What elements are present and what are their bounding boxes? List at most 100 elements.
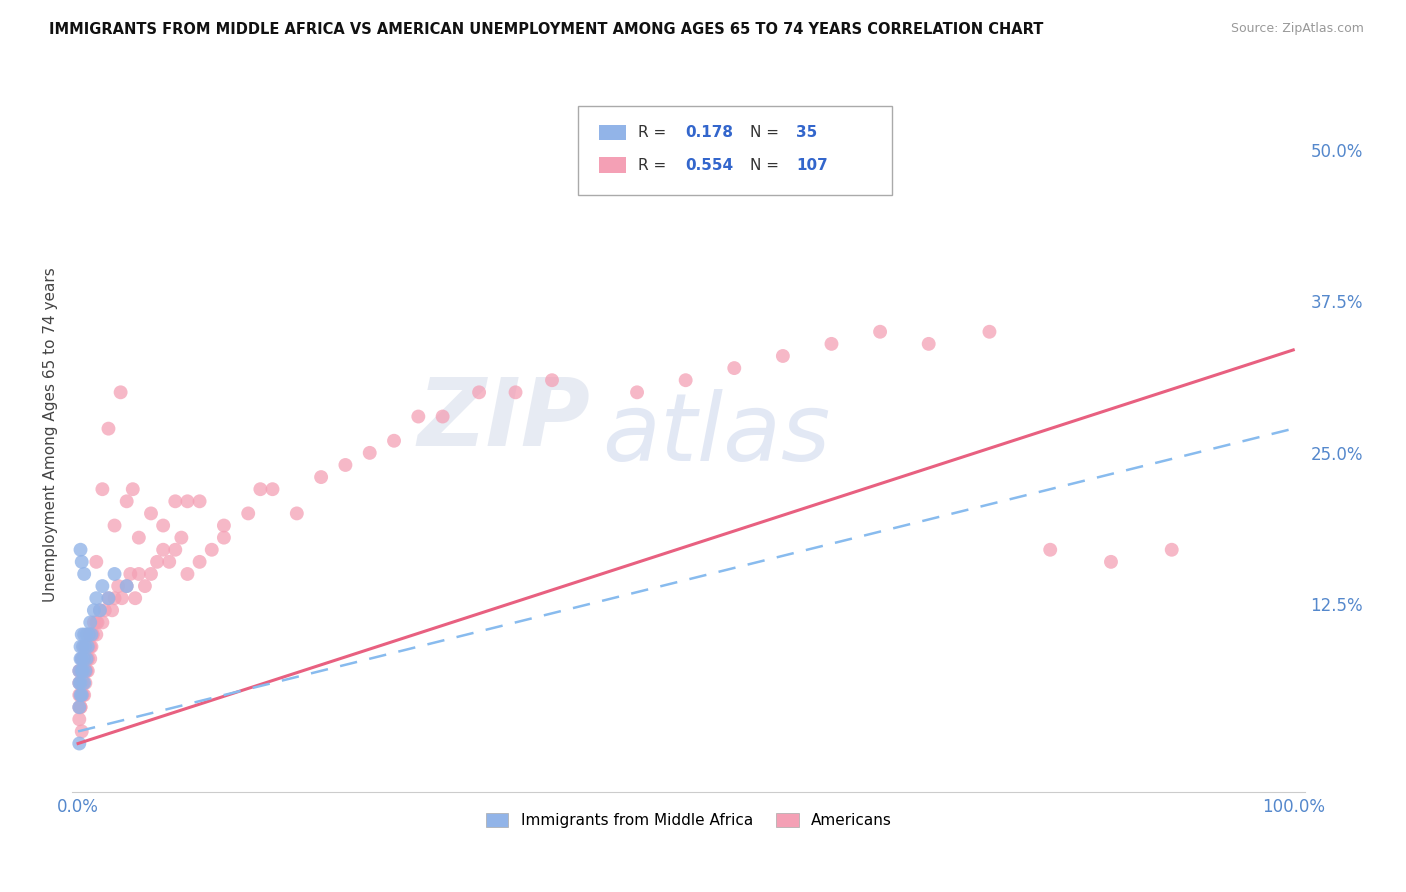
Point <box>869 325 891 339</box>
Point <box>70 724 93 739</box>
Point <box>76 652 98 666</box>
Point <box>73 627 96 641</box>
Point <box>70 688 93 702</box>
Point <box>128 531 150 545</box>
Point <box>115 494 138 508</box>
Point <box>75 640 97 654</box>
Point <box>115 579 138 593</box>
Text: 0.0%: 0.0% <box>58 798 98 816</box>
Legend: Immigrants from Middle Africa, Americans: Immigrants from Middle Africa, Americans <box>479 807 898 834</box>
Point <box>75 664 97 678</box>
Point <box>69 688 91 702</box>
Point <box>69 676 91 690</box>
Point <box>76 640 98 654</box>
Text: Source: ZipAtlas.com: Source: ZipAtlas.com <box>1230 22 1364 36</box>
Point <box>97 422 120 436</box>
Text: atlas: atlas <box>602 389 831 480</box>
Point <box>69 542 91 557</box>
Point <box>91 615 114 630</box>
Text: R =: R = <box>638 158 671 173</box>
Point <box>772 349 794 363</box>
Point <box>67 664 90 678</box>
FancyBboxPatch shape <box>578 106 893 195</box>
Text: N =: N = <box>751 158 785 173</box>
Point <box>121 482 143 496</box>
Point <box>70 664 93 678</box>
Point <box>86 627 108 641</box>
FancyBboxPatch shape <box>599 125 626 140</box>
Point <box>70 664 93 678</box>
Point <box>69 700 91 714</box>
Point <box>83 603 105 617</box>
Point <box>72 676 94 690</box>
Point <box>309 470 332 484</box>
Point <box>69 676 91 690</box>
Y-axis label: Unemployment Among Ages 65 to 74 years: Unemployment Among Ages 65 to 74 years <box>44 268 58 602</box>
Point <box>111 591 134 606</box>
Point <box>67 700 90 714</box>
Point <box>69 664 91 678</box>
Point <box>67 676 90 690</box>
Point <box>70 627 93 641</box>
Point <box>75 664 97 678</box>
Point <box>70 652 93 666</box>
Text: ZIP: ZIP <box>418 375 591 467</box>
Point <box>578 143 600 157</box>
Point <box>73 640 96 654</box>
Point <box>79 615 101 630</box>
Text: IMMIGRANTS FROM MIDDLE AFRICA VS AMERICAN UNEMPLOYMENT AMONG AGES 65 TO 74 YEARS: IMMIGRANTS FROM MIDDLE AFRICA VS AMERICA… <box>49 22 1043 37</box>
Point <box>67 700 90 714</box>
Point <box>69 700 91 714</box>
Point <box>979 325 1001 339</box>
Point <box>134 579 156 593</box>
Point <box>70 555 93 569</box>
Point <box>69 688 91 702</box>
Point <box>77 640 100 654</box>
Point <box>70 676 93 690</box>
Point <box>107 579 129 593</box>
Point <box>165 542 187 557</box>
Point <box>91 579 114 593</box>
Text: 0.178: 0.178 <box>685 125 733 140</box>
Point <box>723 361 745 376</box>
Point <box>152 518 174 533</box>
Point <box>86 591 108 606</box>
Point <box>285 507 308 521</box>
Point <box>73 688 96 702</box>
Point <box>67 676 90 690</box>
FancyBboxPatch shape <box>599 158 626 173</box>
Point <box>86 615 108 630</box>
Point <box>67 664 90 678</box>
Point <box>67 688 90 702</box>
Point <box>79 640 101 654</box>
Point <box>73 676 96 690</box>
Point <box>139 566 162 581</box>
Point <box>76 640 98 654</box>
Point <box>201 542 224 557</box>
Point <box>73 566 96 581</box>
Point <box>79 627 101 641</box>
Point <box>1039 542 1062 557</box>
Point <box>212 531 235 545</box>
Point <box>70 688 93 702</box>
Point <box>626 385 648 400</box>
Point <box>76 652 98 666</box>
Point <box>75 664 97 678</box>
Point <box>1160 542 1182 557</box>
Point <box>91 482 114 496</box>
Point <box>146 555 169 569</box>
Point <box>80 627 103 641</box>
Point <box>72 664 94 678</box>
Point <box>468 385 491 400</box>
Point <box>80 640 103 654</box>
Point <box>73 652 96 666</box>
Point <box>97 591 120 606</box>
Point <box>86 615 108 630</box>
Point <box>76 652 98 666</box>
Point <box>86 555 108 569</box>
Point <box>115 579 138 593</box>
Point <box>72 652 94 666</box>
Point <box>89 603 111 617</box>
Text: R =: R = <box>638 125 671 140</box>
Point <box>101 603 124 617</box>
